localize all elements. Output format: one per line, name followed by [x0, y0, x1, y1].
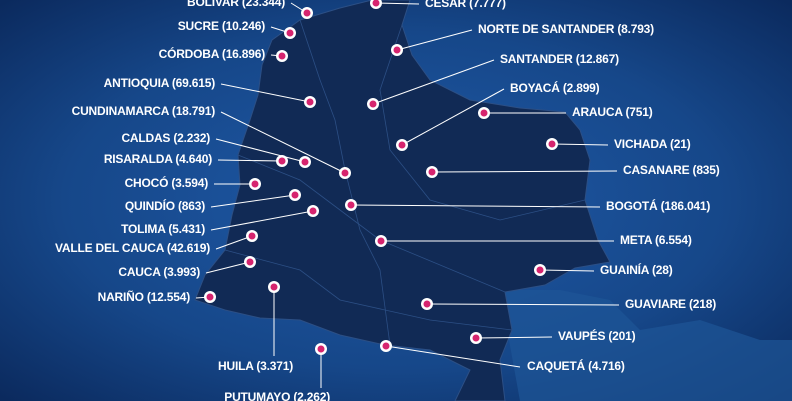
label-layer: BOLÍVAR (23.344) CESAR (7.777) SUCRE (10.2…	[55, 0, 720, 401]
leader-line	[205, 261, 251, 274]
department-label: CAUCA (3.993)	[118, 265, 200, 279]
internal-borders	[224, 19, 586, 346]
department-label: CUNDINAMARCA (18.791)	[72, 104, 216, 118]
marker	[270, 283, 278, 291]
marker	[480, 109, 488, 117]
department-label: CALDAS (2.232)	[121, 131, 210, 145]
leader-line	[220, 83, 311, 103]
department-label: CAQUETÁ (4.716)	[527, 358, 625, 373]
marker	[472, 334, 480, 342]
department-label: CASANARE (835)	[623, 163, 720, 177]
marker	[278, 157, 286, 165]
department-label: VAUPÉS (201)	[558, 328, 636, 343]
marker	[369, 100, 377, 108]
leader-line	[210, 210, 314, 231]
department-label: QUINDÍO (863)	[125, 198, 205, 213]
marker	[536, 266, 544, 274]
department-label: TOLIMA (5.431)	[121, 222, 205, 236]
department-label: ANTIOQUIA (69.615)	[104, 76, 216, 90]
marker	[382, 342, 390, 350]
leader-line	[431, 170, 618, 173]
marker	[303, 9, 311, 17]
leader-line	[217, 159, 283, 162]
leader-line	[210, 194, 296, 208]
marker	[317, 345, 325, 353]
department-label: RISARALDA (4.640)	[104, 152, 212, 166]
marker	[377, 237, 385, 245]
department-label: HUILA (3.371)	[218, 359, 293, 373]
marker	[251, 180, 259, 188]
marker	[393, 46, 401, 54]
department-label: GUAINÍA (28)	[600, 262, 673, 277]
marker	[428, 168, 436, 176]
marker	[278, 52, 286, 60]
marker	[372, 0, 380, 7]
department-label: CÓRDOBA (16.896)	[159, 46, 266, 61]
colombia-shape	[194, 0, 611, 401]
department-label: NARIÑO (12.554)	[98, 289, 191, 304]
marker	[286, 29, 294, 37]
marker	[347, 201, 355, 209]
department-label: SUCRE (10.246)	[178, 19, 265, 33]
marker	[306, 98, 314, 106]
marker	[423, 300, 431, 308]
leader-line	[350, 204, 601, 208]
leader-line	[220, 111, 346, 174]
leader-line	[401, 88, 505, 146]
marker	[248, 232, 256, 240]
department-label: CESAR (7.777)	[425, 0, 506, 10]
marker	[246, 258, 254, 266]
department-label: VALLE DEL CAUCA (42.619)	[55, 241, 210, 255]
neighbor-land	[500, 290, 792, 401]
leader-line	[475, 336, 553, 339]
marker	[206, 293, 214, 301]
marker	[309, 207, 317, 215]
leader-line	[551, 143, 609, 146]
department-label: BOLÍVAR (23.344)	[187, 0, 285, 9]
leader-line	[426, 303, 620, 306]
department-label: NORTE DE SANTANDER (8.793)	[478, 22, 654, 36]
department-label: VICHADA (21)	[614, 137, 691, 151]
marker	[301, 158, 309, 166]
department-label: BOGOTÁ (186.041)	[606, 198, 710, 213]
leader-line	[215, 235, 253, 250]
marker	[548, 140, 556, 148]
department-label: CHOCÓ (3.594)	[125, 175, 209, 190]
department-label: SANTANDER (12.867)	[500, 52, 619, 66]
department-label: PUTUMAYO (2.262)	[224, 390, 330, 401]
marker	[398, 141, 406, 149]
department-label: GUAVIARE (218)	[625, 297, 716, 311]
leader-line	[385, 345, 521, 368]
leader-line	[375, 2, 420, 5]
leader-line	[539, 269, 595, 272]
leader-line	[215, 138, 306, 163]
department-label: ARAUCA (751)	[572, 105, 653, 119]
department-label: BOYACÁ (2.899)	[510, 80, 600, 95]
marker	[291, 191, 299, 199]
leader-line	[372, 59, 495, 105]
marker	[341, 169, 349, 177]
leader-line	[396, 29, 473, 51]
department-label: META (6.554)	[620, 233, 692, 247]
